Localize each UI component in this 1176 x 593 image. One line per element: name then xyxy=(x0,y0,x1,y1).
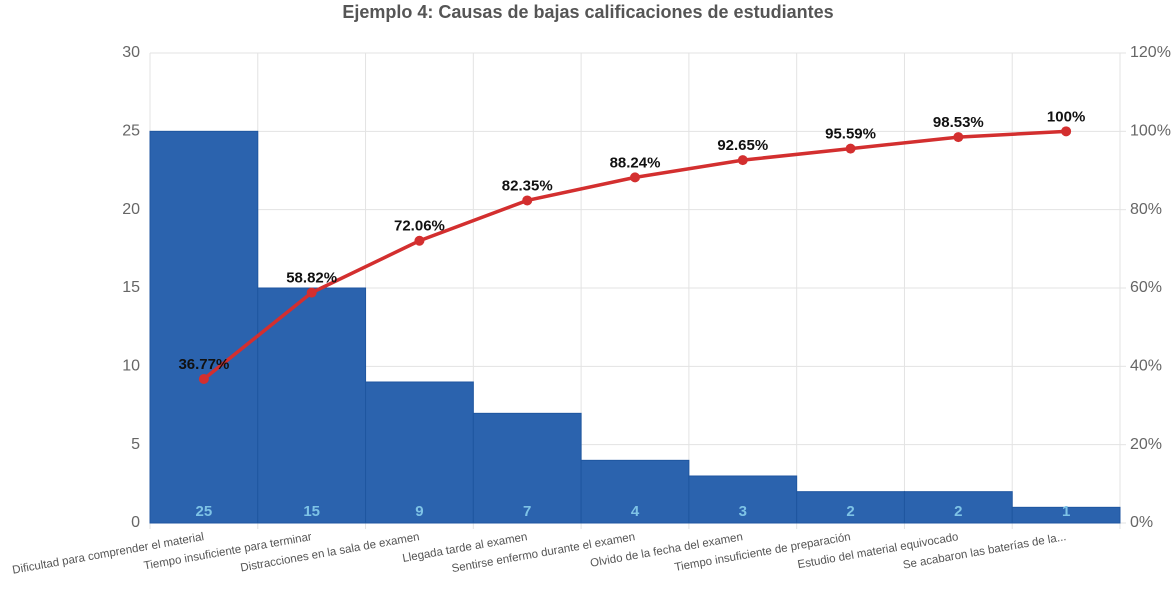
bar-value-label: 2 xyxy=(954,503,962,520)
bar xyxy=(472,412,582,524)
chart-title: Ejemplo 4: Causas de bajas calificacione… xyxy=(342,2,833,22)
bar-value-label: 7 xyxy=(523,503,531,520)
bar-value-label: 9 xyxy=(415,503,423,520)
bar xyxy=(688,475,798,524)
line-value-label: 92.65% xyxy=(717,137,768,154)
line-value-label: 88.24% xyxy=(610,154,661,171)
line-point xyxy=(414,235,425,246)
bar-value-label: 4 xyxy=(631,503,640,520)
y-tick-label: 10 xyxy=(122,358,140,375)
line-point xyxy=(306,287,317,298)
bar-value-label: 1 xyxy=(1062,503,1070,520)
y-tick-label: 25 xyxy=(122,123,140,140)
line-point xyxy=(953,132,964,143)
bar xyxy=(149,130,259,524)
line-point xyxy=(522,195,533,206)
y2-tick-label: 60% xyxy=(1130,279,1162,296)
line-point xyxy=(198,373,209,384)
line-value-label: 95.59% xyxy=(825,126,876,143)
bar xyxy=(257,287,367,524)
y2-tick-label: 40% xyxy=(1130,358,1162,375)
bar xyxy=(1011,506,1121,524)
bar xyxy=(580,459,690,524)
bar-value-label: 25 xyxy=(196,503,213,520)
line-value-label: 100% xyxy=(1047,108,1085,125)
y2-tick-label: 120% xyxy=(1130,44,1171,61)
line-point xyxy=(845,143,856,154)
line-value-label: 58.82% xyxy=(286,270,337,287)
y2-tick-label: 20% xyxy=(1130,436,1162,453)
bar xyxy=(365,381,474,524)
bar-value-label: 3 xyxy=(739,503,747,520)
line-point xyxy=(630,172,640,183)
line-value-label: 98.53% xyxy=(933,114,984,131)
line-point xyxy=(1061,126,1072,137)
line-value-label: 36.77% xyxy=(178,356,229,373)
line-value-label: 82.35% xyxy=(502,177,553,194)
y2-tick-label: 0% xyxy=(1130,514,1153,531)
y-tick-label: 30 xyxy=(122,44,140,61)
y-tick-label: 5 xyxy=(131,436,140,453)
bar xyxy=(903,491,1013,524)
y-tick-label: 0 xyxy=(131,514,140,531)
y2-tick-label: 80% xyxy=(1130,201,1162,218)
y-tick-label: 20 xyxy=(122,201,140,218)
line-point xyxy=(737,155,748,166)
y2-tick-label: 100% xyxy=(1130,123,1171,140)
x-tick-label: Distracciones en la sala de examen xyxy=(240,531,421,574)
y-tick-label: 15 xyxy=(122,279,140,296)
bar-value-label: 2 xyxy=(846,503,854,520)
line-value-label: 72.06% xyxy=(394,218,445,235)
bar-value-label: 15 xyxy=(303,503,320,520)
x-tick-label: Sentirse enfermo durante el examen xyxy=(451,531,636,575)
